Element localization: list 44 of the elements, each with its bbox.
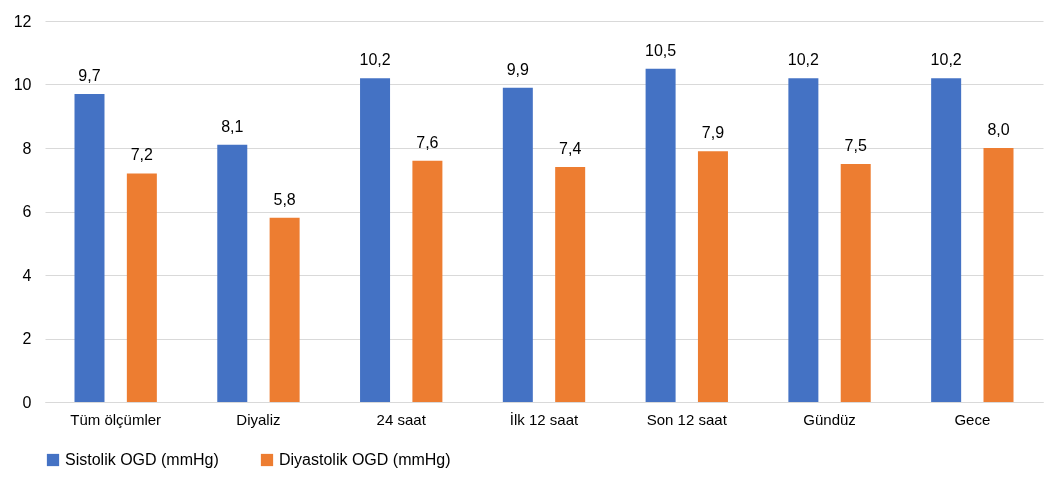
bar — [555, 167, 586, 402]
x-tick-label: Gece — [954, 410, 991, 428]
y-tick-label: 12 — [13, 12, 32, 30]
data-label: 5,8 — [273, 190, 296, 208]
x-tick-label: Gündüz — [803, 410, 856, 428]
bar — [697, 151, 728, 402]
x-tick-label: Diyaliz — [236, 410, 281, 428]
bar — [788, 78, 819, 402]
data-label: 7,6 — [416, 133, 439, 151]
bar — [74, 94, 105, 402]
data-label: 8,0 — [987, 121, 1010, 138]
data-label: 10,2 — [787, 51, 820, 69]
legend-label: Sistolik OGD (mmHg) — [65, 451, 219, 468]
data-label: 7,4 — [559, 140, 582, 158]
y-tick-label: 8 — [22, 139, 32, 157]
y-tick-label: 2 — [22, 330, 32, 347]
data-label: 7,9 — [701, 124, 725, 142]
legend-label: Diyastolik OGD (mmHg) — [279, 451, 451, 468]
data-label: 8,1 — [221, 117, 244, 135]
data-label: 9,7 — [78, 67, 101, 85]
data-label: 10,2 — [930, 51, 962, 69]
bar — [645, 68, 676, 402]
bar — [502, 87, 533, 402]
bar — [840, 163, 871, 402]
data-label: 10,5 — [645, 41, 677, 59]
y-tick-label: 6 — [22, 203, 32, 220]
y-tick-label: 0 — [22, 393, 32, 411]
y-tick-label: 10 — [13, 76, 32, 93]
bar — [360, 78, 391, 402]
bar — [931, 78, 962, 402]
y-tick-label: 4 — [22, 266, 32, 284]
x-tick-label: İlk 12 saat — [509, 410, 580, 428]
bar — [126, 173, 157, 402]
bar — [983, 148, 1014, 402]
x-tick-label: Son 12 saat — [646, 410, 728, 428]
data-label: 7,5 — [844, 136, 867, 154]
data-label: 9,9 — [506, 60, 530, 78]
bar — [217, 144, 248, 402]
data-label: 7,2 — [130, 146, 154, 164]
bar — [412, 160, 443, 402]
data-label: 10,2 — [359, 51, 391, 69]
x-tick-label: Tüm ölçümler — [70, 410, 162, 428]
bar — [269, 217, 300, 402]
x-tick-label: 24 saat — [376, 410, 427, 428]
